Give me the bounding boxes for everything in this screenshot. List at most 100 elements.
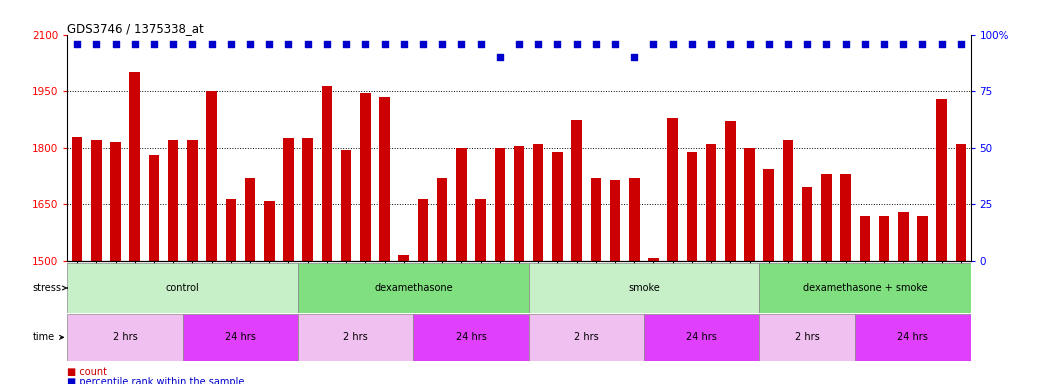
Point xyxy=(145,41,162,47)
Point xyxy=(88,41,105,47)
Bar xyxy=(706,144,716,261)
Point xyxy=(549,41,566,47)
Point xyxy=(414,41,431,47)
Point xyxy=(127,41,143,47)
Point xyxy=(722,41,739,47)
Point xyxy=(895,41,911,47)
Point xyxy=(780,41,796,47)
Bar xyxy=(67,263,298,313)
Point xyxy=(588,41,604,47)
Bar xyxy=(148,156,159,261)
Text: dexamethasone: dexamethasone xyxy=(374,283,453,293)
Text: control: control xyxy=(166,283,199,293)
Point xyxy=(434,41,450,47)
Bar xyxy=(687,152,698,261)
Bar xyxy=(744,148,755,261)
Text: dexamethasone + smoke: dexamethasone + smoke xyxy=(802,283,927,293)
Bar xyxy=(340,150,351,261)
Text: ■ count: ■ count xyxy=(67,367,108,377)
Bar xyxy=(494,148,506,261)
Point xyxy=(472,41,489,47)
Text: stress: stress xyxy=(33,283,67,293)
Point xyxy=(741,41,758,47)
Text: 24 hrs: 24 hrs xyxy=(686,332,717,343)
Bar xyxy=(841,174,851,261)
Bar xyxy=(360,93,371,261)
Bar xyxy=(552,152,563,261)
Bar xyxy=(183,314,298,361)
Bar xyxy=(528,314,644,361)
Text: 2 hrs: 2 hrs xyxy=(574,332,599,343)
Point xyxy=(357,41,374,47)
Point xyxy=(491,54,508,60)
Bar xyxy=(802,187,813,261)
Point xyxy=(799,41,816,47)
Bar xyxy=(667,118,678,261)
Point xyxy=(664,41,681,47)
Text: 24 hrs: 24 hrs xyxy=(225,332,255,343)
Point xyxy=(953,41,969,47)
Bar xyxy=(759,314,855,361)
Bar xyxy=(322,86,332,261)
Bar xyxy=(528,263,759,313)
Bar xyxy=(956,144,966,261)
Bar xyxy=(918,216,928,261)
Text: ■ percentile rank within the sample: ■ percentile rank within the sample xyxy=(67,377,245,384)
Bar xyxy=(879,216,890,261)
Text: smoke: smoke xyxy=(628,283,660,293)
Point xyxy=(376,41,392,47)
Point xyxy=(261,41,277,47)
Bar xyxy=(475,199,486,261)
Text: 2 hrs: 2 hrs xyxy=(113,332,137,343)
Bar xyxy=(298,263,528,313)
Text: 24 hrs: 24 hrs xyxy=(456,332,487,343)
Point xyxy=(395,41,412,47)
Point xyxy=(222,41,239,47)
Bar xyxy=(726,121,736,261)
Bar xyxy=(207,91,217,261)
Point xyxy=(914,41,931,47)
Point xyxy=(761,41,777,47)
Bar xyxy=(783,140,793,261)
Bar xyxy=(936,99,947,261)
Point xyxy=(203,41,220,47)
Bar xyxy=(609,180,621,261)
Bar xyxy=(764,169,774,261)
Bar xyxy=(110,142,120,261)
Bar xyxy=(571,119,582,261)
Bar xyxy=(225,199,236,261)
Point xyxy=(299,41,316,47)
Text: time: time xyxy=(33,332,63,343)
Bar xyxy=(413,314,528,361)
Bar xyxy=(648,258,659,261)
Point xyxy=(569,41,585,47)
Point xyxy=(184,41,200,47)
Bar xyxy=(514,146,524,261)
Bar xyxy=(456,148,467,261)
Point xyxy=(107,41,124,47)
Text: 24 hrs: 24 hrs xyxy=(898,332,928,343)
Bar xyxy=(859,216,870,261)
Bar xyxy=(72,136,82,261)
Point xyxy=(626,54,643,60)
Text: GDS3746 / 1375338_at: GDS3746 / 1375338_at xyxy=(67,22,204,35)
Bar xyxy=(644,314,759,361)
Bar xyxy=(283,138,294,261)
Point xyxy=(453,41,469,47)
Bar xyxy=(187,140,197,261)
Point xyxy=(69,41,85,47)
Point xyxy=(607,41,624,47)
Point xyxy=(646,41,662,47)
Bar xyxy=(302,138,312,261)
Bar xyxy=(855,314,971,361)
Bar xyxy=(264,201,274,261)
Point xyxy=(856,41,873,47)
Bar xyxy=(245,178,255,261)
Point xyxy=(684,41,701,47)
Point xyxy=(703,41,719,47)
Bar xyxy=(437,178,447,261)
Point xyxy=(319,41,335,47)
Text: 2 hrs: 2 hrs xyxy=(344,332,368,343)
Point xyxy=(165,41,182,47)
Point xyxy=(838,41,854,47)
